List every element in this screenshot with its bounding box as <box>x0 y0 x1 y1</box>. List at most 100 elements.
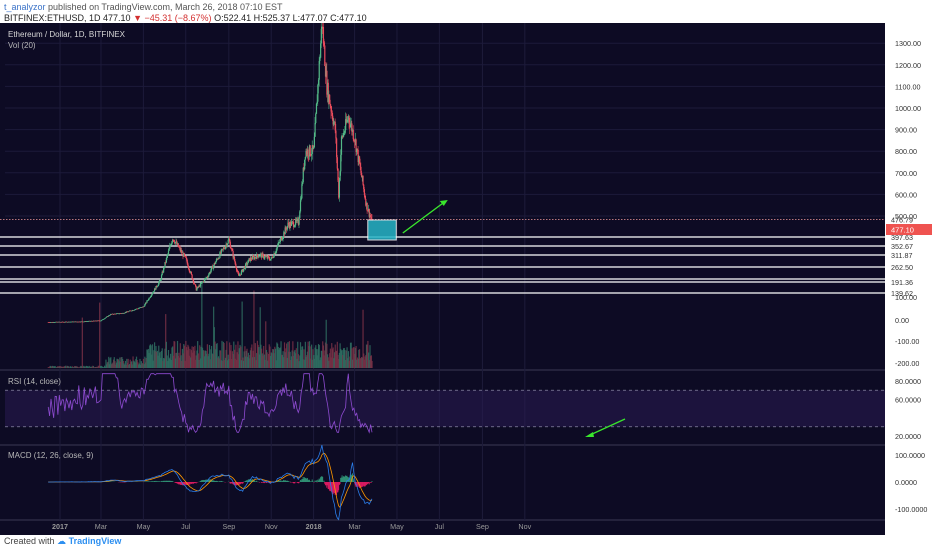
candle-body <box>100 320 102 322</box>
volume-bar <box>126 358 128 368</box>
volume-bar <box>254 343 256 368</box>
candle-body <box>299 211 301 219</box>
volume-bar <box>124 360 127 368</box>
macd-histogram-bar <box>346 475 348 482</box>
author-link[interactable]: t_analyzor <box>4 2 46 12</box>
candle-body <box>217 258 219 260</box>
candle-body <box>280 237 282 240</box>
candle-body <box>62 321 65 323</box>
macd-histogram-bar <box>150 481 152 482</box>
candle-body <box>147 299 149 301</box>
candle-body <box>84 321 86 322</box>
candle-body <box>308 156 310 157</box>
volume-bar <box>55 367 57 368</box>
candle-body <box>320 28 322 44</box>
macd-histogram-bar <box>201 480 203 482</box>
volume-bar <box>301 346 304 368</box>
volume-bar <box>343 347 345 368</box>
candle-body <box>94 320 96 322</box>
volume-bar <box>73 367 75 368</box>
volume-bar <box>133 361 136 368</box>
candles <box>47 17 373 323</box>
candle-body <box>283 232 286 235</box>
candle-body <box>178 246 180 248</box>
volume-bar <box>86 366 88 368</box>
volume-bar <box>184 360 186 368</box>
candle-body <box>336 138 338 158</box>
macd-histogram-bar <box>205 479 207 482</box>
candle-body <box>244 267 246 269</box>
candle-body <box>201 281 204 283</box>
macd-histogram-bar <box>235 482 237 486</box>
candle-body <box>141 307 143 308</box>
macd-histogram-bar <box>329 482 331 492</box>
chart-area[interactable]: 476.79 397.63 352.67 311.87 262.50 191.36 139.… <box>0 17 932 535</box>
level-label: 191.36 <box>891 278 913 287</box>
candle-body <box>70 321 72 323</box>
volume-bar <box>325 319 327 368</box>
volume-bar <box>266 352 268 368</box>
macd-histogram-bar <box>283 480 285 482</box>
candle-body <box>128 311 130 312</box>
candle-body <box>308 145 311 157</box>
candle-body <box>306 150 308 155</box>
volume-bar <box>265 349 268 368</box>
volume-bar <box>352 347 354 368</box>
volume-bar <box>269 346 271 368</box>
candle-body <box>295 219 297 222</box>
volume-bar <box>133 360 135 368</box>
macd-histogram-bar <box>192 482 194 484</box>
candle-body <box>124 312 127 313</box>
candle-body <box>206 277 208 279</box>
volume-bar <box>359 358 361 368</box>
macd-histogram-bar <box>306 477 308 482</box>
volume-bar <box>236 352 238 368</box>
candle-body <box>251 259 253 260</box>
candle-body <box>303 168 305 170</box>
volume-bar <box>160 357 162 368</box>
tradingview-brand[interactable]: TradingView <box>68 536 122 546</box>
candle-body <box>145 302 147 304</box>
volume-bar <box>280 341 282 368</box>
candle-body <box>310 155 312 156</box>
volume-bar <box>164 348 166 368</box>
publish-date: published on TradingView.com, March 26, … <box>48 2 283 12</box>
candle-body <box>104 317 106 319</box>
candle-body <box>116 313 118 315</box>
volume-bar <box>279 347 281 368</box>
volume-bar <box>230 345 232 368</box>
macd-histogram-bar <box>283 479 285 482</box>
candle-body <box>333 122 335 125</box>
rsi-arrow-head-icon <box>585 432 594 437</box>
macd-histogram-bar <box>263 482 265 483</box>
candle-body <box>49 322 51 323</box>
macd-histogram-bar <box>317 480 319 482</box>
candle-body <box>92 321 94 322</box>
volume-bar <box>353 347 355 368</box>
candle-body <box>224 248 226 250</box>
volume-bar <box>199 345 201 368</box>
volume-bar <box>60 366 62 368</box>
volume-bar <box>283 342 286 368</box>
macd-histogram-bar <box>345 475 347 482</box>
candle-body <box>83 321 85 323</box>
candle-body <box>126 311 128 313</box>
volume-bar <box>112 362 114 368</box>
volume-bar <box>304 341 306 368</box>
candle-body <box>276 245 279 248</box>
candle-body <box>219 252 221 259</box>
volume-bar <box>53 366 55 368</box>
volume-bar <box>163 358 165 368</box>
candle-body <box>140 307 142 308</box>
time-axis: 2017 Mar May Jul Sep Nov 2018 Mar May Jul Sep Nov <box>52 522 532 531</box>
volume-bar <box>180 355 182 368</box>
candle-body <box>67 321 70 323</box>
candle-body <box>231 248 234 251</box>
volume-bar <box>156 351 158 368</box>
macd-histogram-bar <box>352 478 354 482</box>
candle-body <box>63 322 65 323</box>
volume-bar <box>134 362 136 368</box>
volume-bar <box>351 348 353 368</box>
volume-bar <box>349 342 352 368</box>
candle-body <box>118 313 120 315</box>
